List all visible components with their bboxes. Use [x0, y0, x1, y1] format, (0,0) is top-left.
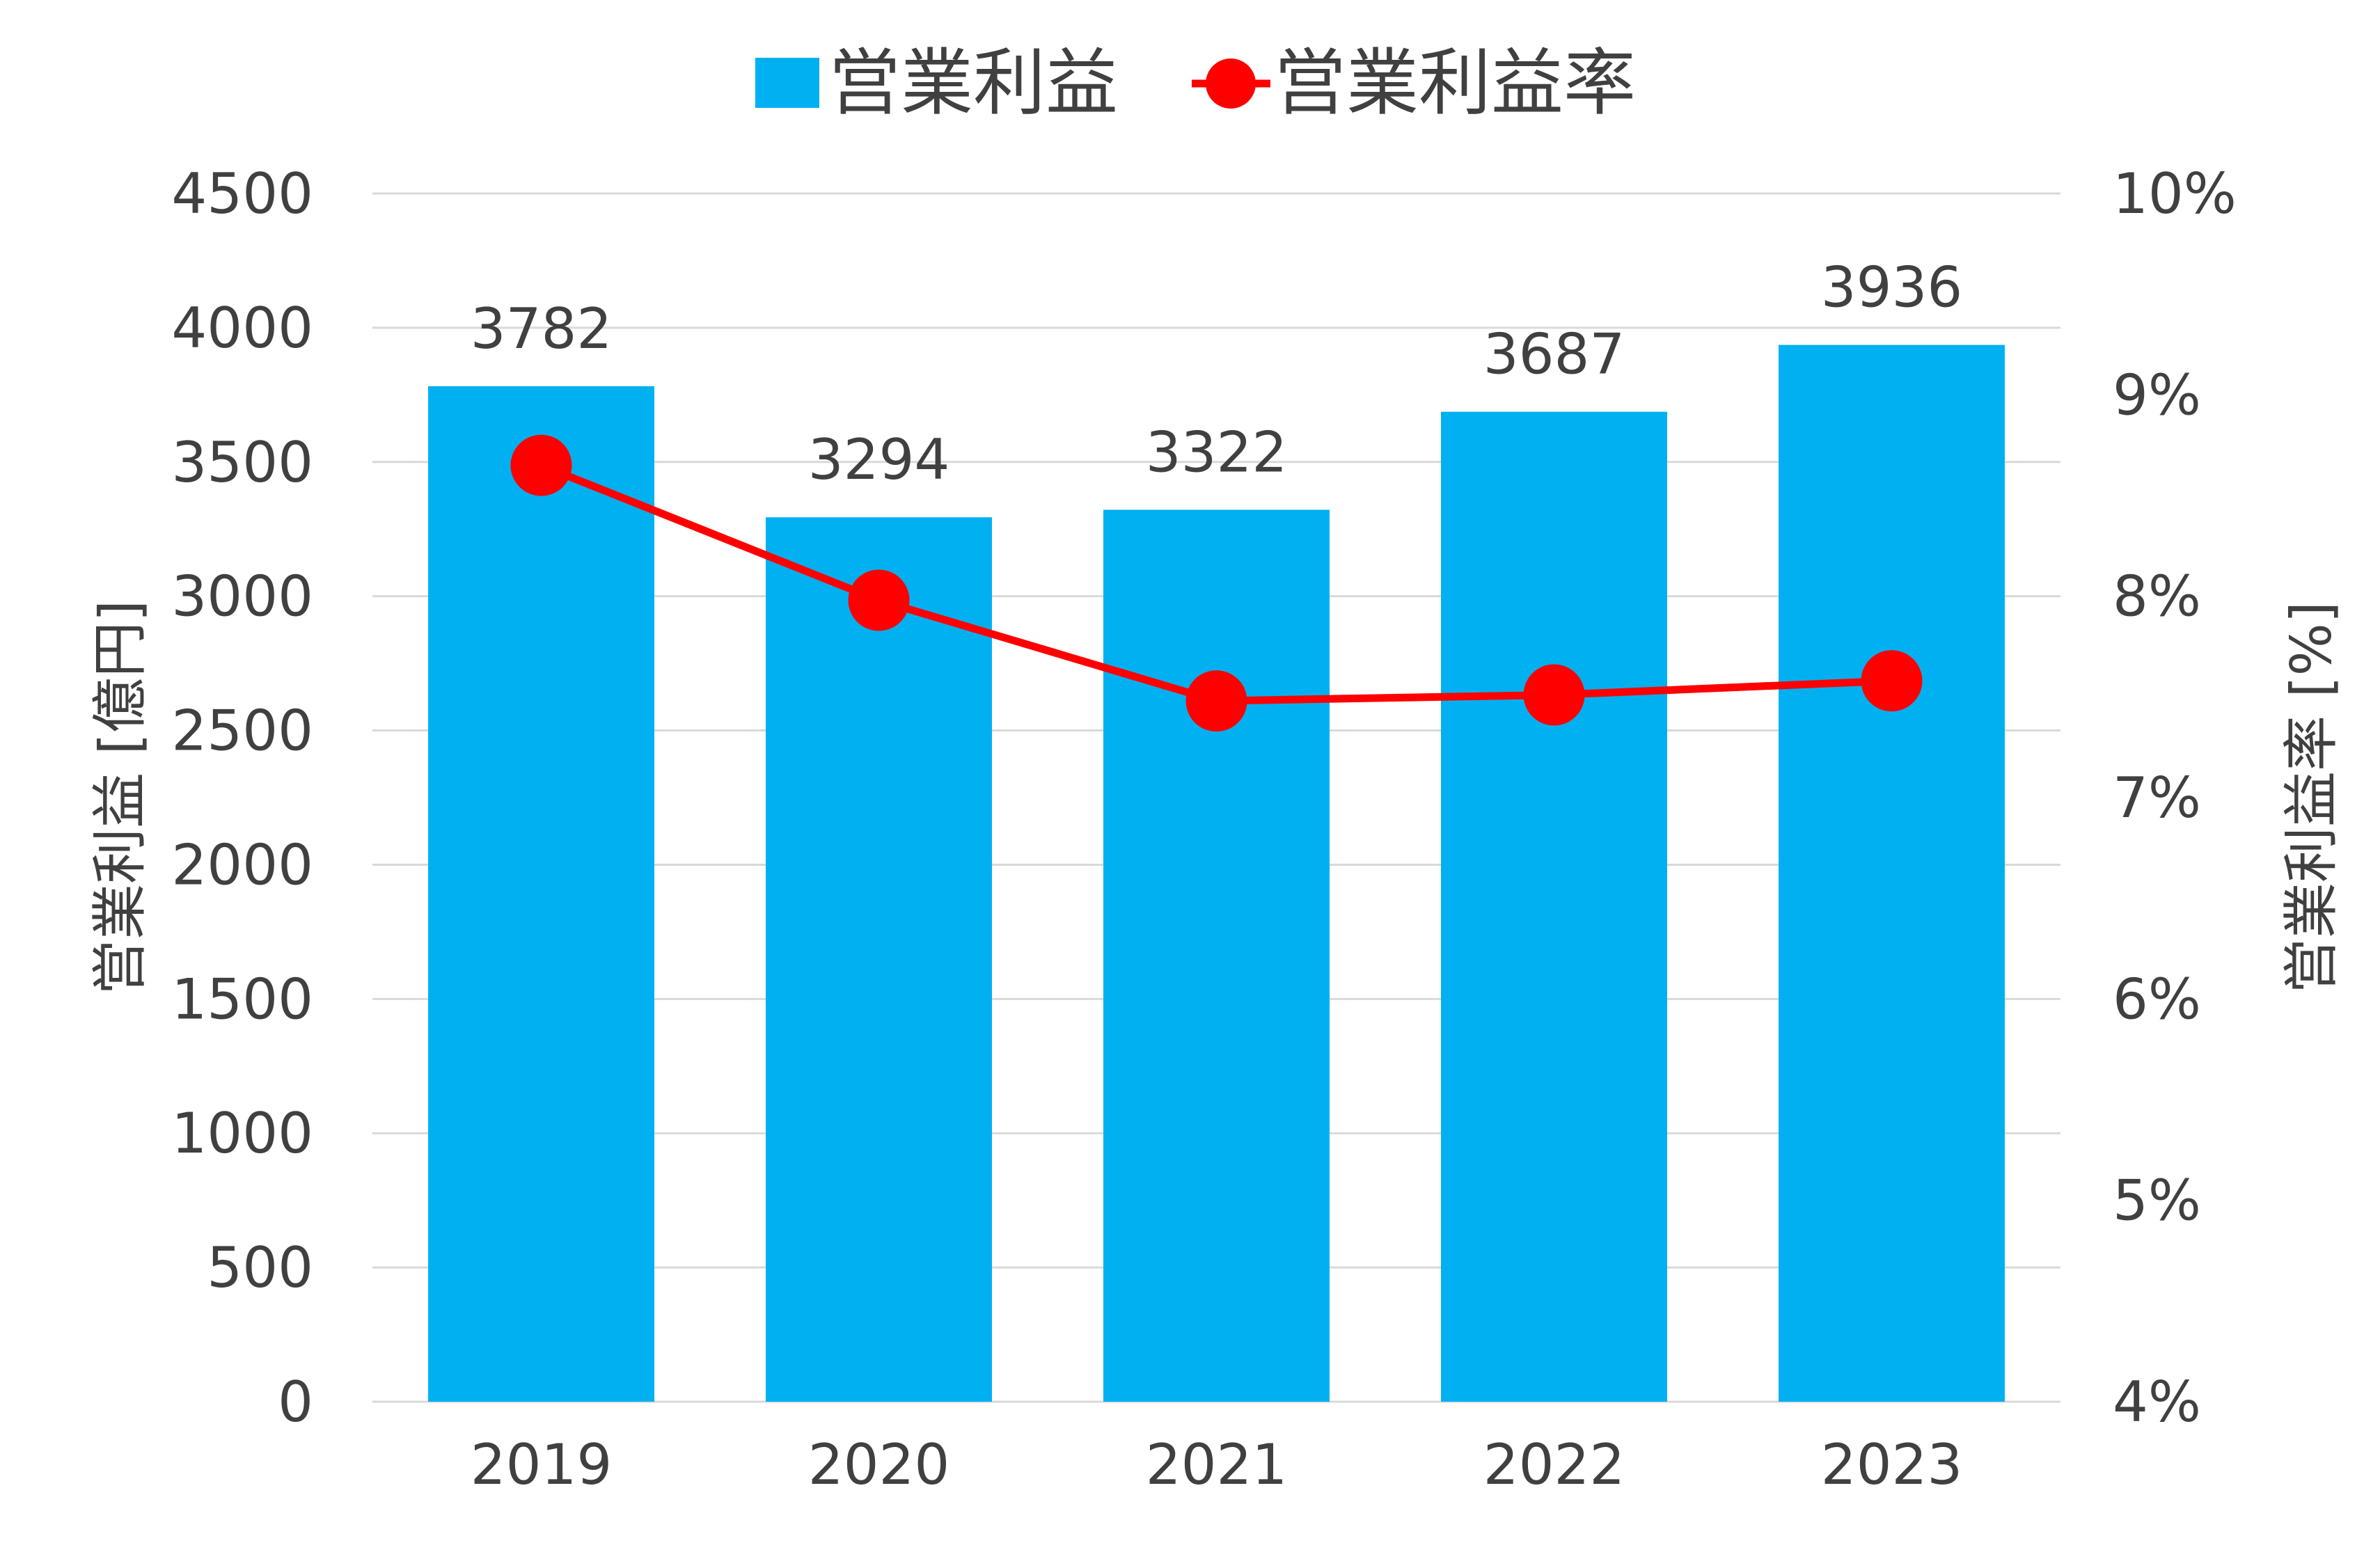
- y-left-tick-label: 1000: [171, 1101, 313, 1166]
- bar-data-label: 3782: [471, 296, 613, 361]
- line-marker: [1861, 650, 1923, 712]
- y-left-tick-label: 500: [207, 1235, 313, 1300]
- x-tick-label: 2022: [1483, 1432, 1625, 1497]
- bar: [766, 517, 992, 1402]
- line-marker: [510, 434, 572, 496]
- legend-swatch-marker: [1206, 58, 1256, 109]
- y-left-tick-label: 0: [278, 1370, 313, 1434]
- line-layer: [510, 434, 1923, 732]
- bar-data-label: 3294: [808, 427, 950, 492]
- legend: 営業利益 営業利益率: [755, 40, 1636, 125]
- y-right-tick-label: 4%: [2113, 1370, 2201, 1434]
- y-left-axis-title: 営業利益 [億円]: [88, 600, 152, 995]
- x-tick-label: 2023: [1821, 1432, 1963, 1497]
- bar: [1441, 411, 1667, 1402]
- legend-label-line: 営業利益率: [1274, 40, 1636, 125]
- x-tick-label: 2020: [808, 1432, 950, 1497]
- line-marker: [1185, 670, 1247, 732]
- bar-data-label: 3322: [1146, 420, 1288, 484]
- y-right-axis-title: 営業利益率 [%]: [2279, 601, 2344, 994]
- y-left-tick-label: 2500: [171, 699, 313, 763]
- y-left-tick-label: 2000: [171, 832, 313, 897]
- legend-label-bar: 営業利益: [828, 40, 1118, 125]
- bar: [1103, 509, 1330, 1402]
- y-right-tick-label: 10%: [2113, 161, 2237, 226]
- y-right-tick-label: 5%: [2113, 1169, 2201, 1233]
- bar: [428, 386, 654, 1402]
- line-marker: [1523, 664, 1585, 726]
- y-left-tick-label: 4000: [171, 296, 313, 361]
- x-tick-label: 2019: [471, 1432, 613, 1497]
- axis-layer: 0 500 1000 1500 2000 2500 3000 3500 4000 4500 4% 5%…: [88, 161, 2344, 1497]
- x-tick-label: 2021: [1146, 1432, 1288, 1497]
- y-right-tick-label: 6%: [2113, 967, 2201, 1031]
- legend-swatch-bar: [755, 58, 819, 108]
- y-right-tick-label: 7%: [2113, 766, 2201, 830]
- y-left-tick-label: 3000: [171, 564, 313, 629]
- bar-layer: [428, 345, 2005, 1402]
- y-left-tick-label: 1500: [171, 967, 313, 1031]
- y-left-tick-label: 4500: [171, 161, 313, 226]
- bar: [1779, 345, 2005, 1402]
- y-left-tick-label: 3500: [171, 430, 313, 495]
- y-right-tick-label: 9%: [2113, 363, 2201, 427]
- bar-data-label: 3936: [1821, 255, 1963, 320]
- label-layer: 3782 3294 3322 3687 3936: [471, 255, 1963, 493]
- line-marker: [848, 569, 910, 631]
- bar-data-label: 3687: [1483, 322, 1625, 387]
- y-right-tick-label: 8%: [2113, 564, 2201, 629]
